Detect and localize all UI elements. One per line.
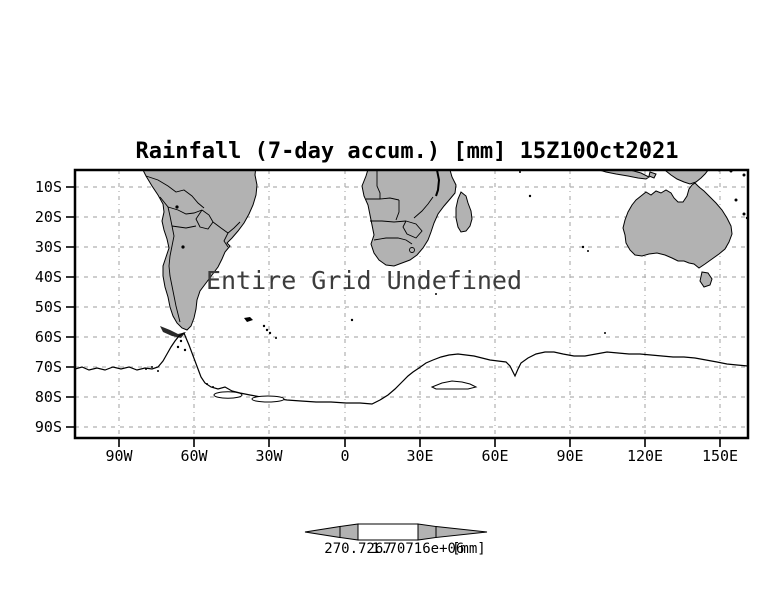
lat-label-70s: 70S xyxy=(35,358,62,376)
lat-label-60s: 60S xyxy=(35,328,62,346)
lon-label-120e: 120E xyxy=(627,447,663,465)
colorbar-mid-segment xyxy=(357,523,419,541)
grid-undefined-message: Entire Grid Undefined xyxy=(206,266,522,295)
madagascar-island xyxy=(455,191,473,233)
colorbar-left-arrow xyxy=(304,525,341,539)
lon-label-30e: 30E xyxy=(406,447,433,465)
colorbar-right-arrow xyxy=(435,525,488,539)
lat-label-40s: 40S xyxy=(35,268,62,286)
lat-label-30s: 30S xyxy=(35,238,62,256)
colorbar: 270.7267 1.70716e+06 [mm] xyxy=(304,523,488,557)
latitude-axis: 10S 20S 30S 40S 50S 60S 70S 80S 90S xyxy=(35,178,74,436)
lon-label-150e: 150E xyxy=(702,447,738,465)
africa-landmass xyxy=(361,170,457,267)
colorbar-left-label: 270.7267 xyxy=(324,541,391,557)
longitude-gridlines xyxy=(118,170,721,438)
lat-label-80s: 80S xyxy=(35,388,62,406)
antarctica-coastline xyxy=(75,332,748,405)
lon-label-0: 0 xyxy=(340,447,349,465)
map-frame xyxy=(73,168,750,440)
indonesia-new-guinea xyxy=(597,170,748,220)
lon-label-90e: 90E xyxy=(556,447,583,465)
lat-label-90s: 90S xyxy=(35,418,62,436)
longitude-axis: 90W 60W 30W 0 30E 60E 90E 120E 150E xyxy=(105,439,738,465)
lat-label-10s: 10S xyxy=(35,178,62,196)
colorbar-right-label: 1.70716e+06 xyxy=(372,541,465,557)
australia-landmass xyxy=(622,182,733,288)
lon-label-30w: 30W xyxy=(255,447,283,465)
lon-label-60w: 60W xyxy=(180,447,208,465)
lat-label-50s: 50S xyxy=(35,298,62,316)
colorbar-units-label: [mm] xyxy=(452,541,486,557)
small-islands xyxy=(244,171,606,339)
map-area xyxy=(75,170,748,438)
tasmania-island xyxy=(699,271,713,288)
lat-label-20s: 20S xyxy=(35,208,62,226)
chart-title: Rainfall (7-day accum.) [mm] 15Z10Oct202… xyxy=(135,139,678,164)
lon-label-60e: 60E xyxy=(481,447,508,465)
south-america-landmass xyxy=(142,170,258,338)
lon-label-90w: 90W xyxy=(105,447,133,465)
